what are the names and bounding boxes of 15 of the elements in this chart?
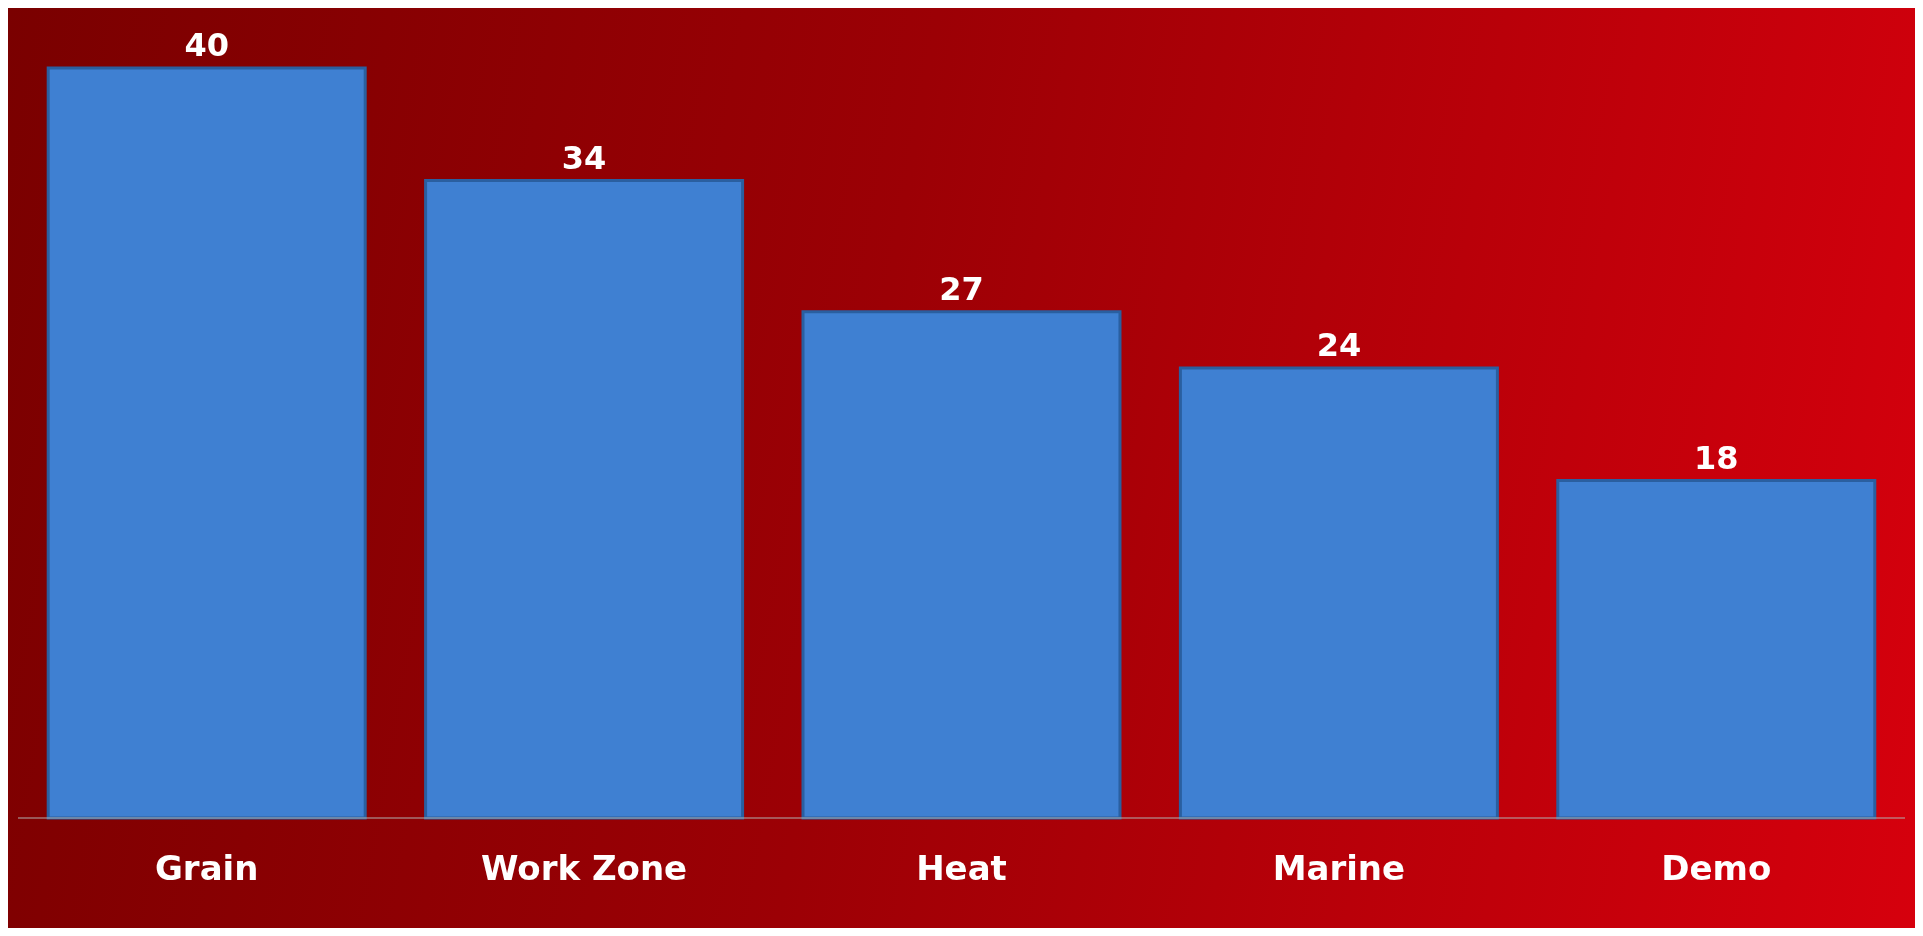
bar <box>1556 479 1877 820</box>
x-tick-label: Demo <box>1661 848 1772 889</box>
x-tick-label: Work Zone <box>481 848 688 889</box>
bar <box>424 179 745 820</box>
x-tick-label: Heat <box>916 848 1007 889</box>
data-label: 40 <box>184 26 229 64</box>
bar <box>801 310 1122 820</box>
bar <box>1178 366 1499 820</box>
x-tick-label: Marine <box>1272 848 1406 889</box>
data-label: 24 <box>1316 326 1362 364</box>
data-label: 18 <box>1694 438 1739 477</box>
x-tick-label: Grain <box>154 848 259 889</box>
data-label: 27 <box>939 269 984 308</box>
data-label: 34 <box>561 138 607 177</box>
bar <box>46 66 367 820</box>
